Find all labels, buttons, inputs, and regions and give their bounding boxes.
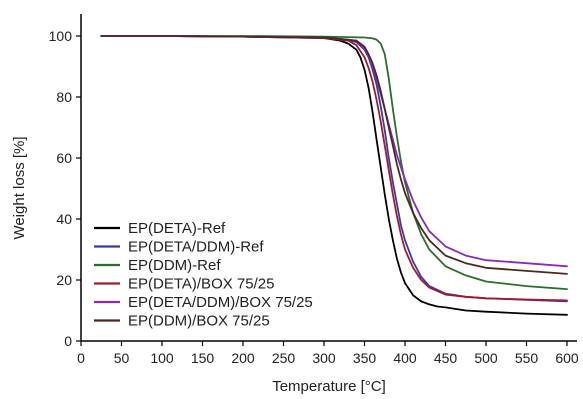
x-tick-label: 250 [272,350,296,366]
x-axis-title: Temperature [°C] [272,378,386,395]
y-tick-label: 0 [64,333,72,349]
legend-label-6: EP(DDM)/BOX 75/25 [128,313,270,330]
x-tick-label: 550 [515,350,539,366]
x-tick-label: 600 [555,350,579,366]
series-line-3 [100,35,568,291]
x-tick-label: 500 [474,350,498,366]
x-tick-label: 200 [231,350,255,366]
y-tick-label: 20 [56,272,72,288]
x-tick-label: 350 [353,350,377,366]
legend-label-5: EP(DETA/DDM)/BOX 75/25 [128,294,313,311]
x-tick-label: 0 [77,350,85,366]
y-tick-label: 40 [56,211,72,227]
series-line-6 [100,35,568,275]
legend-label-3: EP(DDM)-Ref [128,257,221,274]
x-tick-label: 400 [393,350,417,366]
x-tick-label: 450 [434,350,458,366]
x-tick-label: 300 [312,350,336,366]
x-tick-label: 50 [114,350,130,366]
y-tick-label: 100 [49,28,73,44]
x-tick-layer: 0 50 100 150 200 250 300 350 400 450 500 550 600 [77,341,579,366]
x-tick-label: 150 [191,350,215,366]
y-tick-layer: 0 20 40 60 80 100 [49,28,81,349]
series-layer [100,35,568,316]
series-line-1 [100,35,568,316]
y-tick-label: 60 [56,150,72,166]
plot-background [81,14,577,341]
y-tick-label: 80 [56,89,72,105]
legend-label-2: EP(DETA/DDM)-Ref [128,239,264,256]
y-axis-title: Weight loss [%] [11,136,28,239]
legend-label-4: EP(DETA)/BOX 75/25 [128,276,274,293]
axis-layer [80,14,577,342]
legend-label-1: EP(DETA)-Ref [128,220,226,237]
x-tick-label: 100 [150,350,174,366]
